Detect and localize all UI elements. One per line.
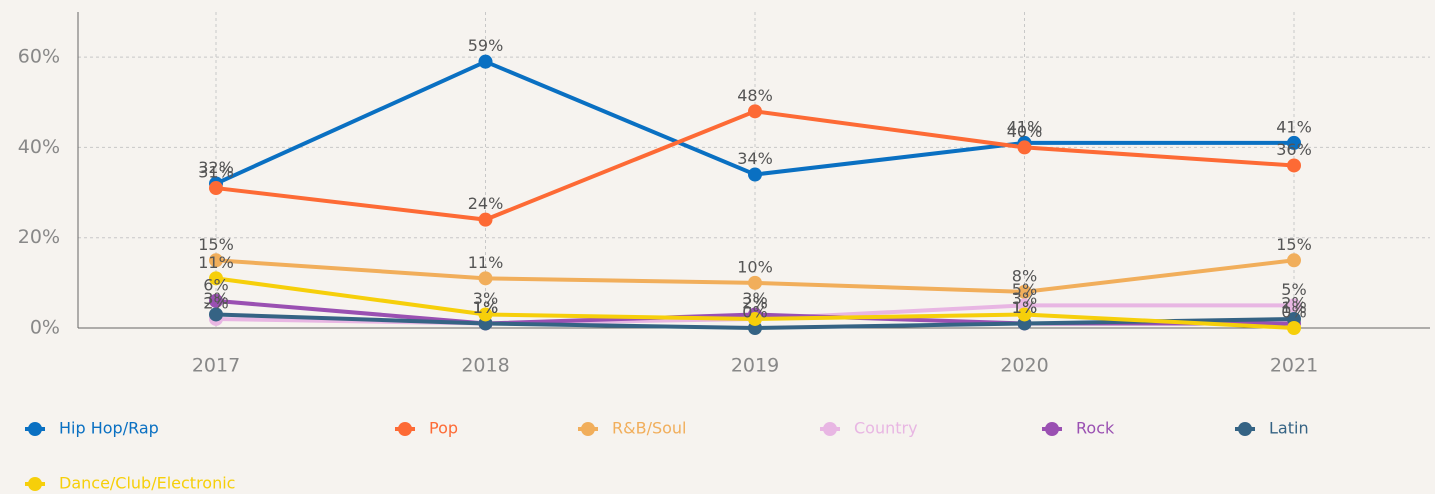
value-label: 0% [742, 303, 767, 322]
legend-label: Rock [1076, 419, 1115, 438]
x-tick-label: 2020 [1000, 355, 1048, 377]
y-tick-label: 60% [18, 46, 60, 68]
point [748, 167, 762, 182]
value-label: 3% [742, 289, 767, 308]
value-label: 2% [742, 293, 767, 312]
point [478, 212, 493, 227]
value-label: 8% [1012, 266, 1037, 285]
value-label: 2% [1281, 293, 1306, 312]
point [748, 104, 762, 119]
point [1017, 307, 1032, 322]
value-label: 41% [1007, 117, 1043, 136]
y-tick-label: 20% [18, 226, 60, 248]
legend-label: Country [854, 419, 918, 438]
legend-label: Pop [429, 419, 458, 438]
value-label: 3% [473, 289, 498, 308]
value-label: 2% [742, 293, 767, 312]
legend-swatch [581, 422, 595, 436]
legend-swatch [28, 477, 42, 491]
value-label: 15% [1276, 235, 1312, 254]
legend-swatch [28, 422, 42, 436]
point [209, 293, 223, 308]
value-label: 59% [468, 36, 504, 55]
legend-swatch [1045, 422, 1059, 436]
value-label: 1% [473, 298, 498, 317]
value-label: 5% [1281, 280, 1306, 299]
legend-label: R&B/Soul [612, 419, 687, 438]
value-label: 31% [198, 163, 234, 182]
point [478, 307, 493, 322]
value-label: 34% [737, 149, 773, 168]
value-label: 2% [203, 293, 228, 312]
point [1287, 321, 1301, 335]
point [748, 275, 762, 290]
x-tick-label: 2021 [1270, 355, 1318, 377]
point [209, 181, 223, 196]
x-tick-label: 2017 [192, 355, 240, 377]
value-label: 11% [468, 253, 504, 272]
value-label: 1% [1012, 298, 1037, 317]
value-label: 3% [203, 289, 228, 308]
value-label: 6% [203, 275, 228, 294]
legend-label: Latin [1269, 419, 1309, 438]
point [209, 271, 223, 286]
legend-label: Hip Hop/Rap [59, 419, 159, 438]
point [1017, 140, 1032, 155]
value-label: 1% [1012, 298, 1037, 317]
value-label: 32% [198, 158, 234, 177]
value-label: 24% [468, 194, 504, 213]
legend-swatch [823, 422, 837, 436]
x-tick-label: 2018 [461, 355, 509, 377]
legend-label: Dance/Club/Electronic [59, 474, 235, 493]
y-tick-label: 40% [18, 136, 60, 158]
y-tick-label: 0% [30, 317, 60, 339]
point [209, 253, 223, 268]
value-label: 10% [737, 257, 773, 276]
value-label: 3% [1012, 289, 1037, 308]
point [748, 311, 762, 326]
value-label: 1% [1281, 298, 1306, 317]
value-label: 40% [1007, 122, 1043, 141]
value-label: 15% [198, 235, 234, 254]
point [1287, 158, 1301, 173]
x-tick-label: 2019 [731, 355, 779, 377]
point [209, 307, 223, 322]
legend-swatch [1238, 422, 1252, 436]
point [1287, 298, 1301, 313]
value-label: 0% [1281, 303, 1306, 322]
value-label: 1% [473, 298, 498, 317]
value-label: 36% [1276, 140, 1312, 159]
legend-swatch [398, 422, 412, 436]
value-label: 48% [737, 86, 773, 105]
value-label: 11% [198, 253, 234, 272]
point [1017, 284, 1032, 299]
point [478, 271, 493, 286]
point [1287, 135, 1301, 150]
value-label: 5% [1012, 280, 1037, 299]
point [1287, 253, 1301, 268]
point [478, 54, 493, 69]
value-label: 41% [1276, 117, 1312, 136]
value-label: 1% [473, 298, 498, 317]
